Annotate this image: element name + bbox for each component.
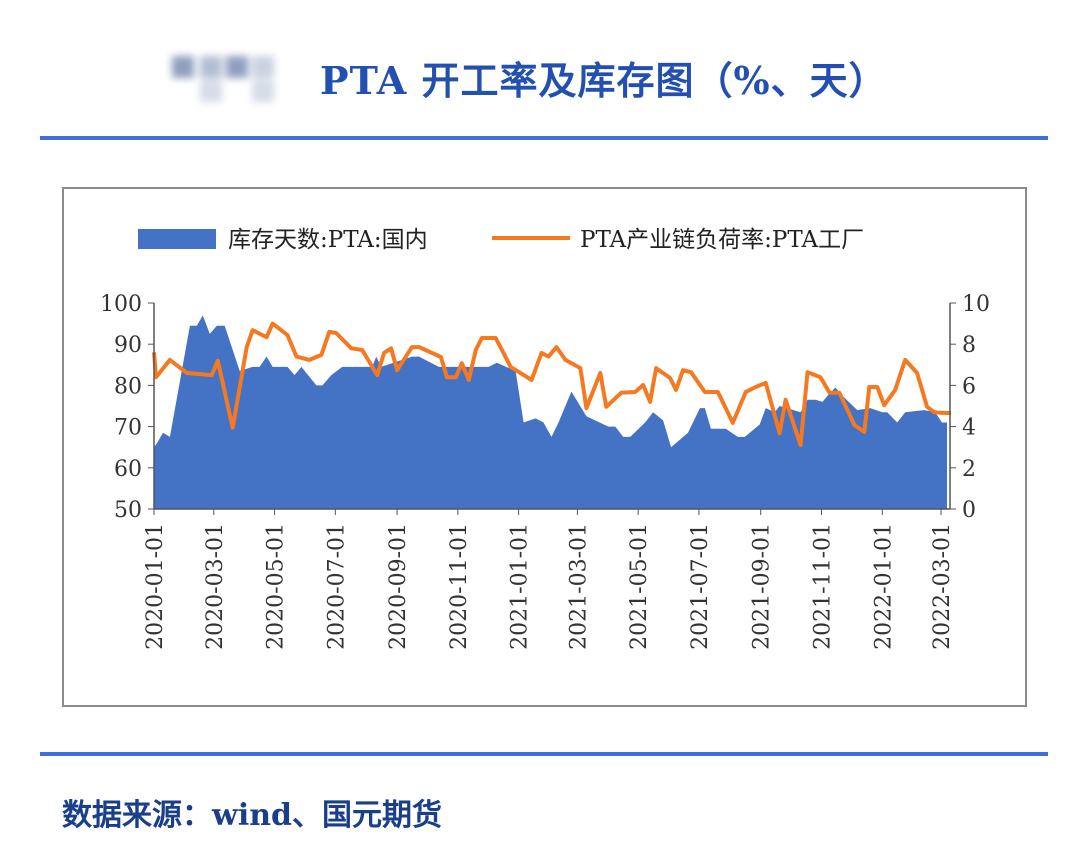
x-tick-label: 2021-05-01 bbox=[627, 523, 652, 650]
top-divider bbox=[40, 136, 1048, 140]
left-tick-label: 60 bbox=[114, 457, 142, 482]
legend-label-inventory-days: 库存天数:PTA:国内 bbox=[228, 227, 428, 253]
x-tick-label: 2022-03-01 bbox=[930, 523, 955, 650]
x-tick-label: 2020-01-01 bbox=[143, 523, 168, 650]
right-tick-label: 2 bbox=[962, 457, 976, 482]
right-tick-label: 6 bbox=[962, 374, 976, 399]
bottom-divider bbox=[40, 752, 1048, 756]
load-rate-line bbox=[152, 321, 951, 448]
inventory-days-area bbox=[154, 315, 948, 509]
page-title: PTA 开工率及库存图（%、天） bbox=[320, 58, 888, 103]
x-tick-label: 2021-01-01 bbox=[508, 523, 533, 650]
left-tick-label: 80 bbox=[114, 374, 142, 399]
x-tick-label: 2020-03-01 bbox=[203, 523, 228, 650]
legend-swatch-inventory-days bbox=[138, 229, 216, 249]
blurred-logo bbox=[152, 48, 297, 102]
left-tick-label: 100 bbox=[100, 292, 142, 317]
x-tick-label: 2021-07-01 bbox=[688, 523, 713, 650]
left-tick-label: 50 bbox=[114, 498, 142, 523]
right-tick-label: 10 bbox=[962, 292, 990, 317]
x-tick-label: 2020-09-01 bbox=[386, 523, 411, 650]
right-tick-label: 0 bbox=[962, 498, 976, 523]
x-tick-label: 2022-01-01 bbox=[871, 523, 896, 650]
x-tick-label: 2020-11-01 bbox=[447, 523, 472, 650]
right-tick-label: 8 bbox=[962, 333, 976, 358]
x-tick-label: 2020-07-01 bbox=[324, 523, 349, 650]
x-tick-label: 2021-09-01 bbox=[750, 523, 775, 650]
legend-label-load-rate: PTA产业链负荷率:PTA工厂 bbox=[580, 227, 864, 253]
right-tick-label: 4 bbox=[962, 416, 976, 441]
x-tick-label: 2020-05-01 bbox=[264, 523, 289, 650]
left-tick-label: 90 bbox=[114, 333, 142, 358]
x-tick-label: 2021-03-01 bbox=[566, 523, 591, 650]
left-tick-label: 70 bbox=[114, 416, 142, 441]
source-note: 数据来源：wind、国元期货 bbox=[62, 798, 443, 833]
x-tick-label: 2021-11-01 bbox=[810, 523, 835, 650]
